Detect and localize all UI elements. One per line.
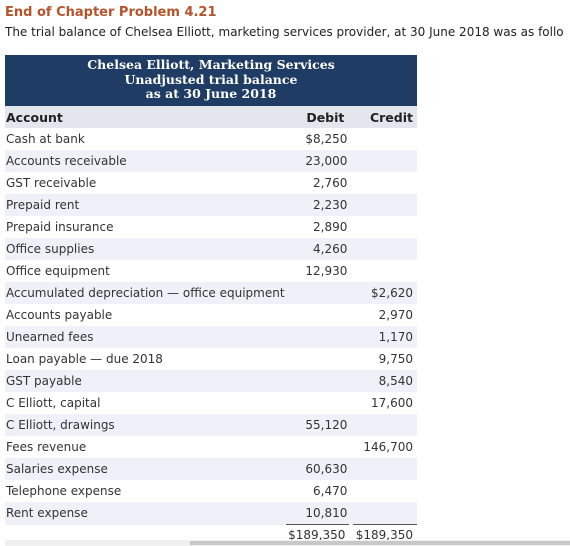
account-cell: C Elliott, drawings xyxy=(5,414,287,436)
debit-cell: 10,810 xyxy=(286,502,352,525)
account-cell: Fees revenue xyxy=(5,436,287,458)
table-row: Prepaid rent 2,230 xyxy=(5,194,417,216)
account-cell: Salaries expense xyxy=(5,458,287,480)
column-header-account: Account xyxy=(5,106,287,128)
table-row: Accumulated depreciation — office equipm… xyxy=(5,282,417,304)
account-cell: Office supplies xyxy=(5,238,287,260)
credit-cell xyxy=(351,480,417,502)
column-header-credit: Credit xyxy=(351,106,417,128)
table-row: Prepaid insurance 2,890 xyxy=(5,216,417,238)
table-row: GST payable 8,540 xyxy=(5,370,417,392)
account-cell: Telephone expense xyxy=(5,480,287,502)
debit-cell xyxy=(286,326,352,348)
debit-cell xyxy=(286,304,352,326)
credit-cell xyxy=(351,150,417,172)
debit-cell xyxy=(286,282,352,304)
totals-label-cell xyxy=(5,524,287,545)
trial-balance-title: Chelsea Elliott, Marketing Services Unad… xyxy=(5,55,417,106)
trial-balance-body: Cash at bank $8,250 Accounts receivable 23,… xyxy=(5,128,417,545)
account-cell: Accumulated depreciation — office equipm… xyxy=(5,282,287,304)
horizontal-scrollbar[interactable] xyxy=(5,540,570,546)
credit-cell: 146,700 xyxy=(351,436,417,458)
credit-cell: 17,600 xyxy=(351,392,417,414)
table-row: C Elliott, capital 17,600 xyxy=(5,392,417,414)
table-row: GST receivable 2,760 xyxy=(5,172,417,194)
account-cell: Prepaid insurance xyxy=(5,216,287,238)
debit-cell: 23,000 xyxy=(286,150,352,172)
title-line-1: Chelsea Elliott, Marketing Services xyxy=(87,57,335,72)
debit-cell xyxy=(286,436,352,458)
table-row: Office equipment 12,930 xyxy=(5,260,417,282)
trial-balance-table: Account Debit Credit Cash at bank $8,250 A… xyxy=(5,106,417,545)
table-row: C Elliott, drawings 55,120 xyxy=(5,414,417,436)
account-cell: Cash at bank xyxy=(5,128,287,150)
credit-cell xyxy=(351,260,417,282)
account-cell: Accounts payable xyxy=(5,304,287,326)
title-line-2: Unadjusted trial balance xyxy=(124,71,298,87)
debit-cell: 2,760 xyxy=(286,172,352,194)
problem-intro: The trial balance of Chelsea Elliott, ma… xyxy=(5,25,564,39)
debit-cell xyxy=(286,370,352,392)
table-row: Rent expense 10,810 xyxy=(5,502,417,525)
table-row: Unearned fees 1,170 xyxy=(5,326,417,348)
credit-cell xyxy=(351,458,417,480)
credit-cell xyxy=(351,128,417,150)
debit-cell: 12,930 xyxy=(286,260,352,282)
account-cell: GST receivable xyxy=(5,172,287,194)
account-cell: GST payable xyxy=(5,370,287,392)
table-row: Accounts payable 2,970 xyxy=(5,304,417,326)
debit-cell: 6,470 xyxy=(286,480,352,502)
debit-cell: 55,120 xyxy=(286,414,352,436)
credit-cell xyxy=(351,238,417,260)
table-row: Telephone expense 6,470 xyxy=(5,480,417,502)
debit-cell: 2,890 xyxy=(286,216,352,238)
credit-cell xyxy=(351,502,417,525)
account-cell: Loan payable — due 2018 xyxy=(5,348,287,370)
account-cell: C Elliott, capital xyxy=(5,392,287,414)
account-cell: Office equipment xyxy=(5,260,287,282)
account-cell: Prepaid rent xyxy=(5,194,287,216)
credit-cell xyxy=(351,172,417,194)
problem-heading: End of Chapter Problem 4.21 xyxy=(5,5,217,20)
debit-cell: 60,630 xyxy=(286,458,352,480)
table-row: Office supplies 4,260 xyxy=(5,238,417,260)
credit-cell: 8,540 xyxy=(351,370,417,392)
table-row: Accounts receivable 23,000 xyxy=(5,150,417,172)
credit-cell xyxy=(351,216,417,238)
credit-cell: $2,620 xyxy=(351,282,417,304)
debit-cell: $8,250 xyxy=(286,128,352,150)
account-cell: Accounts receivable xyxy=(5,150,287,172)
column-header-debit: Debit xyxy=(286,106,352,128)
credit-cell: 9,750 xyxy=(351,348,417,370)
debit-cell: 4,260 xyxy=(286,238,352,260)
account-cell: Rent expense xyxy=(5,502,287,525)
credit-cell: 1,170 xyxy=(351,326,417,348)
credit-cell: 2,970 xyxy=(351,304,417,326)
account-cell: Unearned fees xyxy=(5,326,287,348)
credit-cell xyxy=(351,194,417,216)
title-line-3: as at 30 June 2018 xyxy=(145,86,277,101)
debit-cell xyxy=(286,392,352,414)
scrollbar-thumb[interactable] xyxy=(190,541,570,545)
credit-cell xyxy=(351,414,417,436)
total-debit: $189,350 xyxy=(286,524,354,545)
table-row: Salaries expense 60,630 xyxy=(5,458,417,480)
table-row: Cash at bank $8,250 xyxy=(5,128,417,150)
total-credit: $189,350 xyxy=(351,524,417,545)
totals-row: $189,350 $189,350 xyxy=(5,524,417,545)
header-row: Account Debit Credit xyxy=(5,106,417,128)
debit-cell: 2,230 xyxy=(286,194,352,216)
table-row: Loan payable — due 2018 9,750 xyxy=(5,348,417,370)
debit-cell xyxy=(286,348,352,370)
table-row: Fees revenue 146,700 xyxy=(5,436,417,458)
